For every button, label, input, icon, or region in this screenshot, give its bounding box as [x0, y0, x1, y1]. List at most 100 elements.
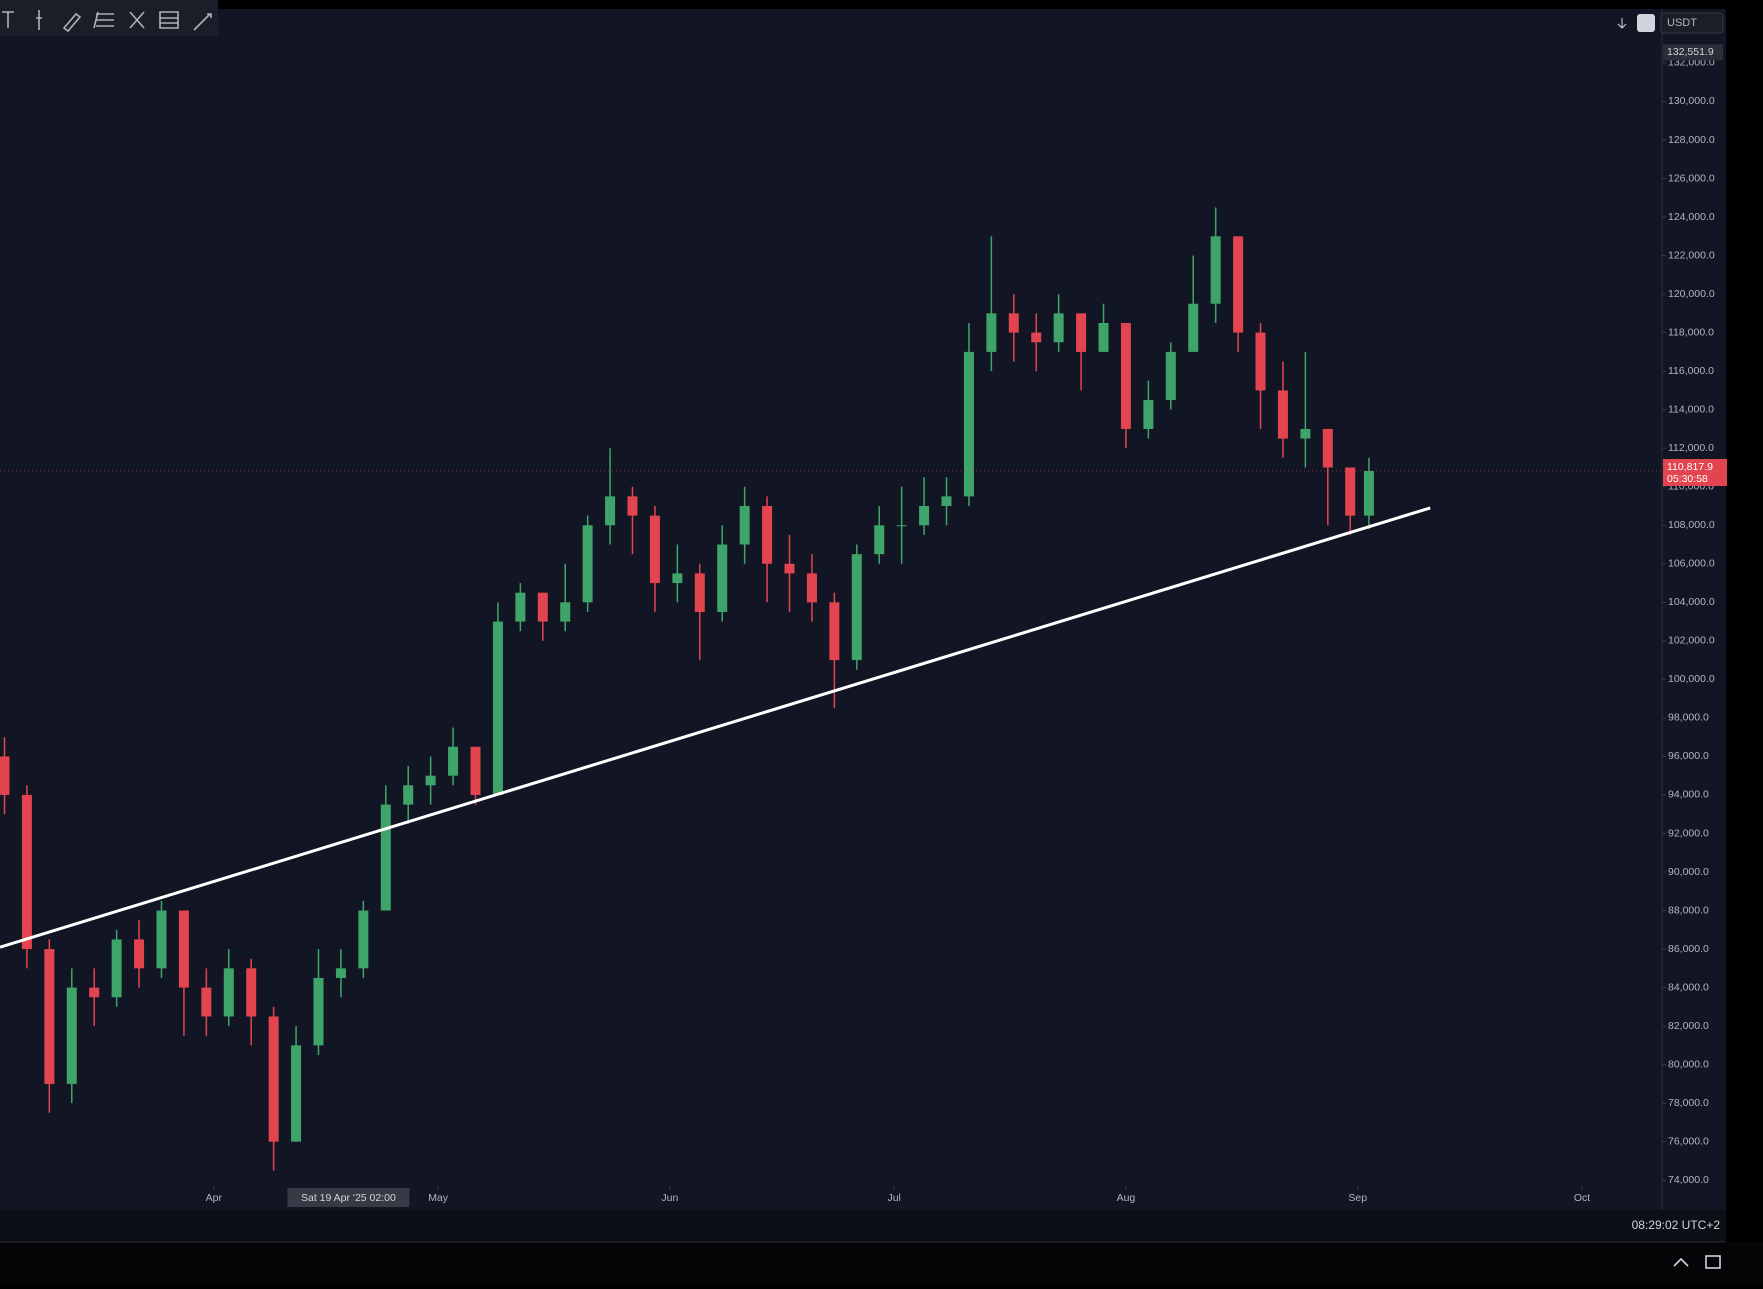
y-tick-label: 106,000.0 — [1668, 558, 1715, 570]
top-right-controls: USDT — [1617, 12, 1724, 34]
candle-body — [627, 496, 638, 516]
y-tick-label: 102,000.0 — [1668, 635, 1715, 647]
y-tick-label: 86,000.0 — [1668, 943, 1709, 955]
candle-body — [380, 804, 391, 911]
candle-body — [1255, 332, 1266, 391]
measure-tool[interactable] — [193, 13, 212, 31]
crosshair-label: Sat 19 Apr '25 02:00 — [301, 1192, 396, 1204]
currency-select[interactable] — [1660, 12, 1724, 34]
high-marker-bg — [1663, 44, 1723, 61]
y-tick-label: 122,000.0 — [1668, 249, 1715, 261]
x-tick-label: Sep — [1348, 1192, 1367, 1204]
candle-body — [560, 602, 571, 622]
candle-body — [941, 496, 952, 506]
last-price-bg — [1663, 458, 1727, 486]
x-tick-label: Oct — [1574, 1192, 1590, 1204]
y-tick-label: 92,000.0 — [1668, 827, 1709, 839]
candle-body — [515, 592, 526, 622]
drawing-toolbar[interactable] — [0, 0, 218, 36]
maximize-icon[interactable] — [1705, 1255, 1721, 1269]
collapse-icon[interactable] — [1673, 1257, 1689, 1267]
candle-body — [605, 496, 616, 526]
y-tick-label: 114,000.0 — [1668, 403, 1714, 415]
trendline — [0, 506, 1431, 949]
x-tick-label: Apr — [206, 1192, 223, 1204]
candle-body — [963, 351, 974, 497]
candle-body — [1031, 332, 1042, 343]
y-tick-label: 116,000.0 — [1668, 365, 1714, 377]
candle-body — [44, 949, 55, 1084]
candle-body — [89, 987, 100, 998]
candle-body — [896, 525, 907, 527]
y-tick-label: 84,000.0 — [1668, 981, 1709, 993]
candle-body — [246, 968, 257, 1017]
currency-label: USDT — [1667, 17, 1697, 29]
sync-button[interactable] — [1637, 14, 1655, 32]
candle-body — [335, 968, 346, 978]
plot: 74,000.0 76,000.0 78,000.0 80,000.0 82,000.0… — [0, 44, 1727, 1207]
chart-pane — [0, 9, 1726, 1210]
candle-body — [178, 910, 189, 988]
candle-body — [537, 592, 548, 622]
download-icon[interactable] — [1617, 18, 1627, 29]
toolbar-bg — [0, 0, 218, 36]
candle-body — [806, 573, 817, 603]
candle-body — [1053, 313, 1064, 343]
y-tick-label: 88,000.0 — [1668, 904, 1709, 916]
candle-body — [21, 794, 32, 950]
candle-body — [1300, 428, 1311, 439]
y-tick-label: 82,000.0 — [1668, 1020, 1709, 1032]
candle-body — [470, 746, 481, 795]
high-marker-label: 132,551.9 — [1667, 46, 1714, 58]
y-tick-label: 96,000.0 — [1668, 750, 1709, 762]
candle-body — [448, 746, 459, 776]
candle-body — [403, 785, 414, 805]
candle-body — [66, 987, 77, 1084]
candle-body — [1188, 303, 1199, 352]
candle-body — [986, 313, 997, 352]
x-tick-label: May — [428, 1192, 449, 1204]
candle-body — [1098, 322, 1109, 352]
candle-body — [829, 602, 840, 661]
pattern-tool[interactable] — [129, 11, 145, 29]
candle-body — [223, 968, 234, 1017]
y-tick-label: 130,000.0 — [1668, 95, 1715, 107]
candle-body — [358, 910, 369, 969]
candle-body — [694, 573, 705, 612]
x-tick-label: Jul — [887, 1192, 900, 1204]
candle-body — [0, 756, 10, 795]
bottom-bar — [0, 1242, 1763, 1284]
candle-body — [201, 987, 212, 1017]
candle-body — [672, 573, 683, 584]
channel-tool[interactable] — [93, 11, 114, 29]
candle-body — [1076, 313, 1087, 352]
y-tick-label: 128,000.0 — [1668, 134, 1715, 146]
text-tool[interactable] — [2, 11, 14, 28]
candle-body — [425, 775, 436, 786]
x-tick-label: Jun — [661, 1192, 678, 1204]
candle-body — [1008, 313, 1019, 333]
y-tick-label: 108,000.0 — [1668, 519, 1715, 531]
candle-body — [762, 505, 773, 564]
candle-body — [156, 910, 167, 969]
x-tick-label: Aug — [1117, 1192, 1136, 1204]
status-row — [0, 1210, 1726, 1242]
candle-body — [1345, 467, 1356, 516]
y-tick-label: 76,000.0 — [1668, 1135, 1709, 1147]
candle-body — [919, 505, 930, 526]
y-tick-label: 112,000.0 — [1668, 442, 1714, 454]
vline-tool[interactable] — [36, 10, 42, 30]
y-tick-label: 124,000.0 — [1668, 211, 1715, 223]
y-tick-label: 100,000.0 — [1668, 673, 1715, 685]
candle-body — [1322, 428, 1333, 468]
fib-tool[interactable] — [159, 11, 179, 29]
candle-body — [1120, 322, 1131, 429]
y-tick-label: 98,000.0 — [1668, 712, 1709, 724]
candle-body — [1210, 236, 1221, 304]
y-tick-label: 94,000.0 — [1668, 789, 1709, 801]
y-tick-label: 90,000.0 — [1668, 866, 1709, 878]
candle-body — [268, 1016, 279, 1142]
brush-tool[interactable] — [62, 12, 82, 33]
clock: 08:29:02 UTC+2 — [1632, 1218, 1721, 1232]
